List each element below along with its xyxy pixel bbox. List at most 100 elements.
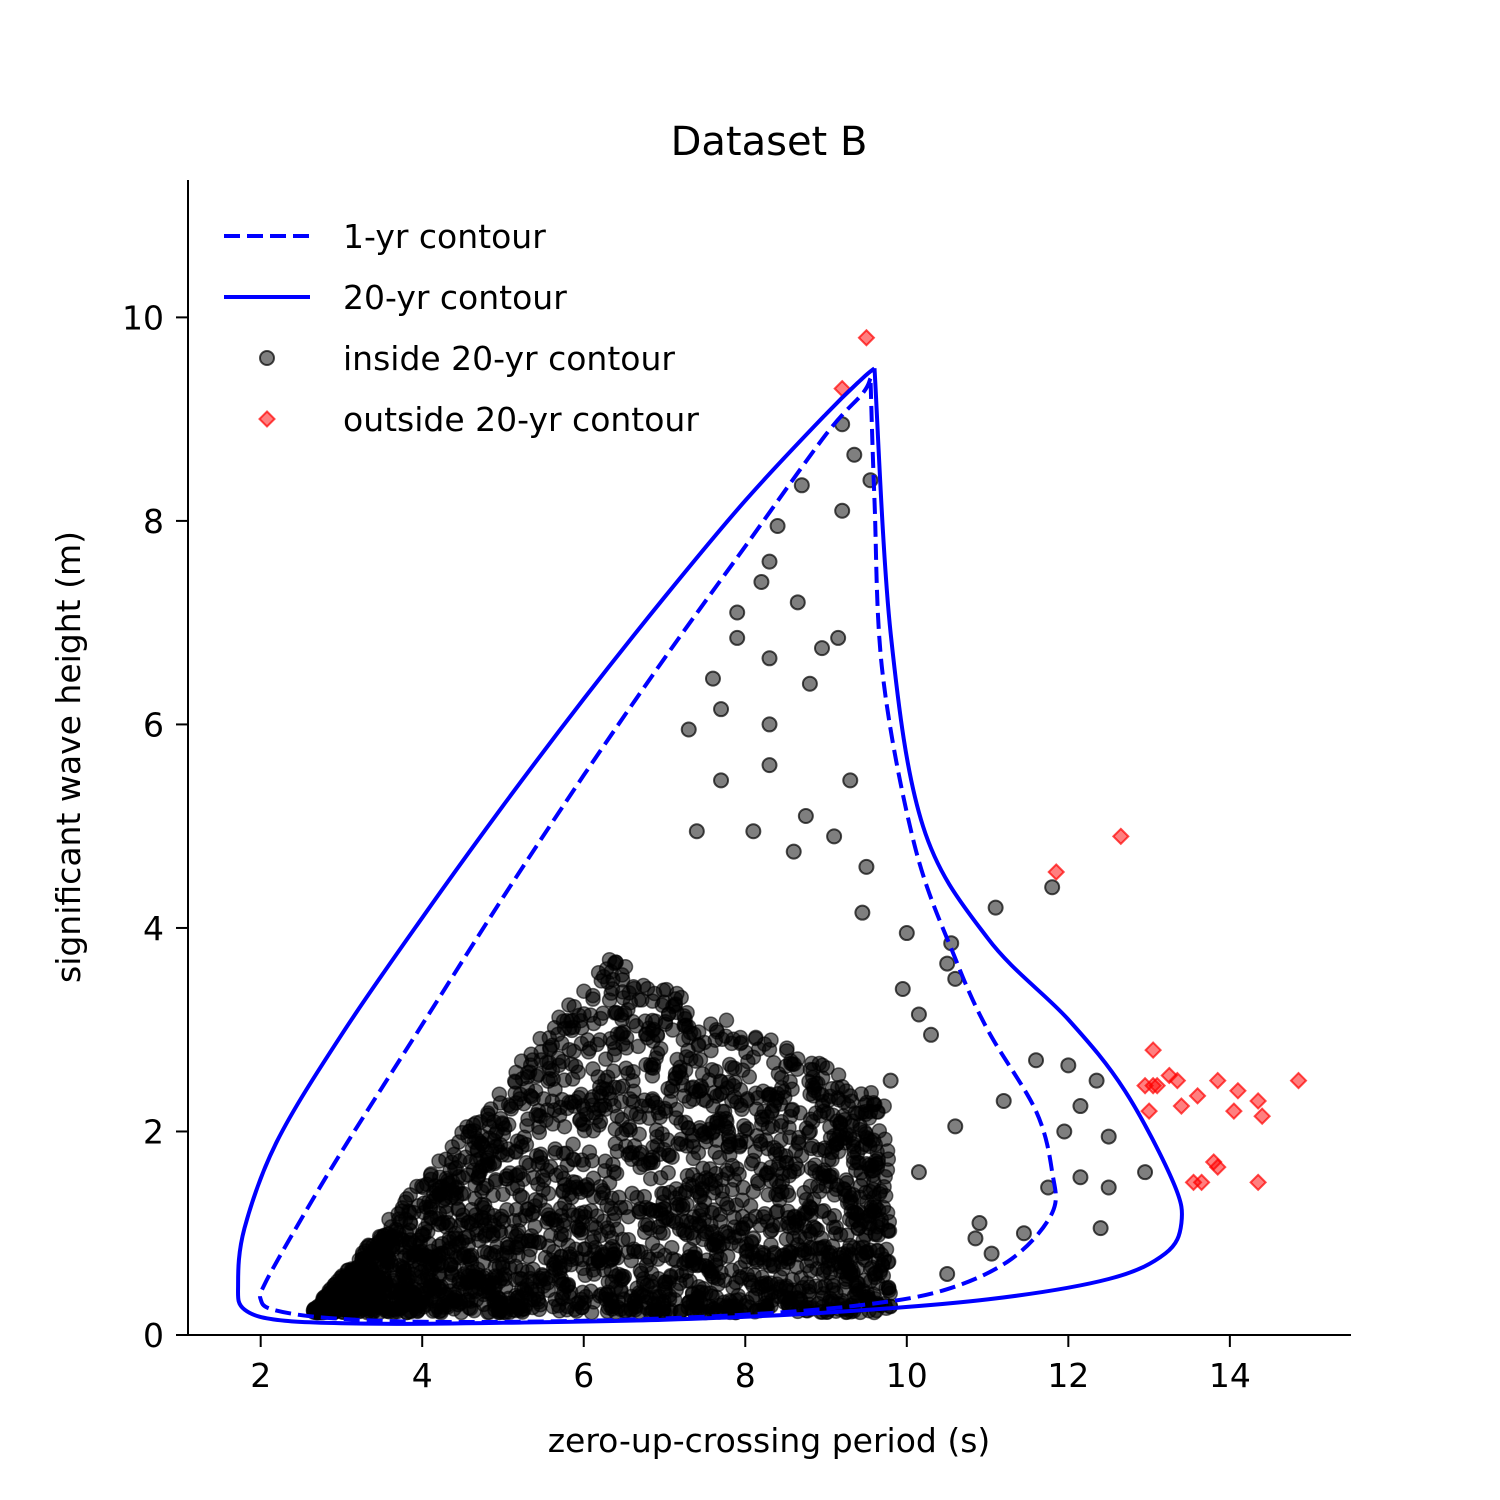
y-tick-label: 8 [143, 502, 164, 541]
scatter-point-inside [585, 1123, 602, 1139]
scatter-point-inside [830, 1067, 847, 1083]
scatter-point-inside [502, 1098, 519, 1115]
scatter-point-inside [589, 1036, 605, 1053]
scatter-point-inside [492, 1110, 509, 1127]
x-tick-label: 8 [735, 1356, 756, 1395]
scatter-point-inside [593, 973, 610, 989]
scatter-point-inside [465, 1117, 482, 1133]
scatter-point-inside [641, 1110, 657, 1126]
scatter-point-inside [656, 1200, 673, 1217]
scatter-point-inside [633, 1144, 650, 1161]
scatter-point-inside [753, 573, 770, 590]
scatter-point-inside [438, 1219, 455, 1235]
scatter-point-inside [826, 1256, 843, 1273]
scatter-point-inside [467, 1207, 484, 1223]
scatter-point-inside [624, 1185, 640, 1202]
scatter-point-inside [923, 1026, 940, 1043]
scatter-point-inside [660, 1147, 677, 1163]
scatter-point-inside [845, 1150, 862, 1166]
scatter-point-inside [650, 1296, 667, 1313]
scatter-point-inside [684, 1177, 701, 1194]
scatter-point-inside [778, 1148, 794, 1164]
scatter-point-inside [983, 1245, 1000, 1262]
scatter-point-inside [488, 1244, 504, 1260]
scatter-point-inside [756, 1254, 772, 1271]
scatter-point-inside [775, 1261, 792, 1277]
scatter-point-inside [846, 446, 863, 463]
scatter-point-outside [1249, 1092, 1268, 1110]
scatter-point-outside [857, 328, 876, 347]
scatter-point-inside [415, 1247, 431, 1264]
scatter-point-inside [894, 981, 911, 998]
scatter-point-inside [512, 1270, 528, 1287]
scatter-point-inside [898, 925, 915, 942]
scatter-point-inside [407, 1262, 424, 1278]
scatter-point-inside [607, 1121, 624, 1137]
scatter-point-inside [939, 955, 956, 972]
legend-swatch [259, 350, 275, 366]
scatter-point-inside [1092, 1220, 1109, 1237]
scatter-point-inside [597, 1101, 614, 1117]
scatter-point-inside [842, 772, 859, 789]
scatter-point-inside [803, 1207, 819, 1223]
scatter-point-inside [710, 1276, 726, 1293]
scatter-point-inside [494, 1256, 511, 1272]
scatter-point-inside [910, 1164, 927, 1181]
contour-1yr-line [257, 377, 1058, 1325]
scatter-point-inside [603, 1263, 620, 1279]
scatter-point-inside [680, 1042, 696, 1059]
scatter-point-inside [761, 716, 778, 733]
scatter-point-inside [727, 1074, 743, 1090]
scatter-point-inside [695, 1280, 712, 1297]
scatter-point-inside [1072, 1098, 1089, 1115]
scatter-point-inside [422, 1281, 438, 1298]
scatter-point-inside [461, 1251, 478, 1268]
scatter-point-inside [443, 1189, 459, 1206]
scatter-point-inside [809, 1240, 826, 1257]
scatter-point-inside [520, 1111, 536, 1127]
scatter-point-inside [577, 1204, 593, 1220]
scatter-point-inside [971, 1215, 988, 1232]
scatter-point-inside [826, 828, 843, 845]
legend-label: inside 20-yr contour [343, 339, 675, 378]
scatter-point-outside [1224, 1102, 1243, 1121]
scatter-point-outside [1140, 1102, 1159, 1121]
scatter-point-inside [1137, 1164, 1154, 1181]
scatter-point-inside [683, 1080, 700, 1096]
scatter-point-inside [870, 1227, 887, 1243]
scatter-point-inside [603, 985, 619, 1001]
scatter-point-inside [508, 1201, 525, 1218]
scatter-point-inside [568, 1303, 585, 1319]
y-axis-title: significant wave height (m) [49, 531, 88, 983]
scatter-point-inside [801, 1279, 818, 1295]
scatter-point-inside [500, 1290, 517, 1307]
scatter-point-inside [1100, 1128, 1117, 1145]
scatter-point-inside [576, 983, 592, 999]
scatter-point-inside [810, 1075, 826, 1092]
scatter-point-inside [843, 1266, 859, 1283]
scatter-point-inside [861, 1110, 878, 1126]
scatter-point-inside [724, 1093, 740, 1109]
legend-label: outside 20-yr contour [343, 400, 699, 439]
scatter-point-inside [878, 1280, 894, 1296]
contour-20yr-line [236, 366, 1185, 1326]
scatter-point-inside [789, 594, 806, 611]
scatter-point-inside [530, 1102, 547, 1119]
scatter-point-inside [613, 1093, 630, 1110]
scatter-point-inside [821, 1210, 838, 1226]
scatter-point-inside [551, 1057, 567, 1074]
scatter-point-inside [639, 1030, 656, 1046]
scatter-point-inside [650, 1219, 667, 1235]
legend-label: 1-yr contour [343, 217, 546, 256]
scatter-point-inside [386, 1270, 402, 1286]
y-tick-label: 4 [143, 909, 164, 948]
scatter-point-inside [306, 1301, 322, 1317]
scatter-point-inside [498, 1168, 515, 1184]
scatter-point-inside [381, 1211, 397, 1228]
scatter-point-inside [766, 1055, 782, 1071]
scatter-point-inside [662, 1269, 679, 1285]
scatter-point-inside [760, 1165, 776, 1181]
scatter-point-inside [644, 993, 661, 1009]
scatter-point-inside [776, 1083, 792, 1100]
scatter-point-inside [531, 1124, 548, 1141]
